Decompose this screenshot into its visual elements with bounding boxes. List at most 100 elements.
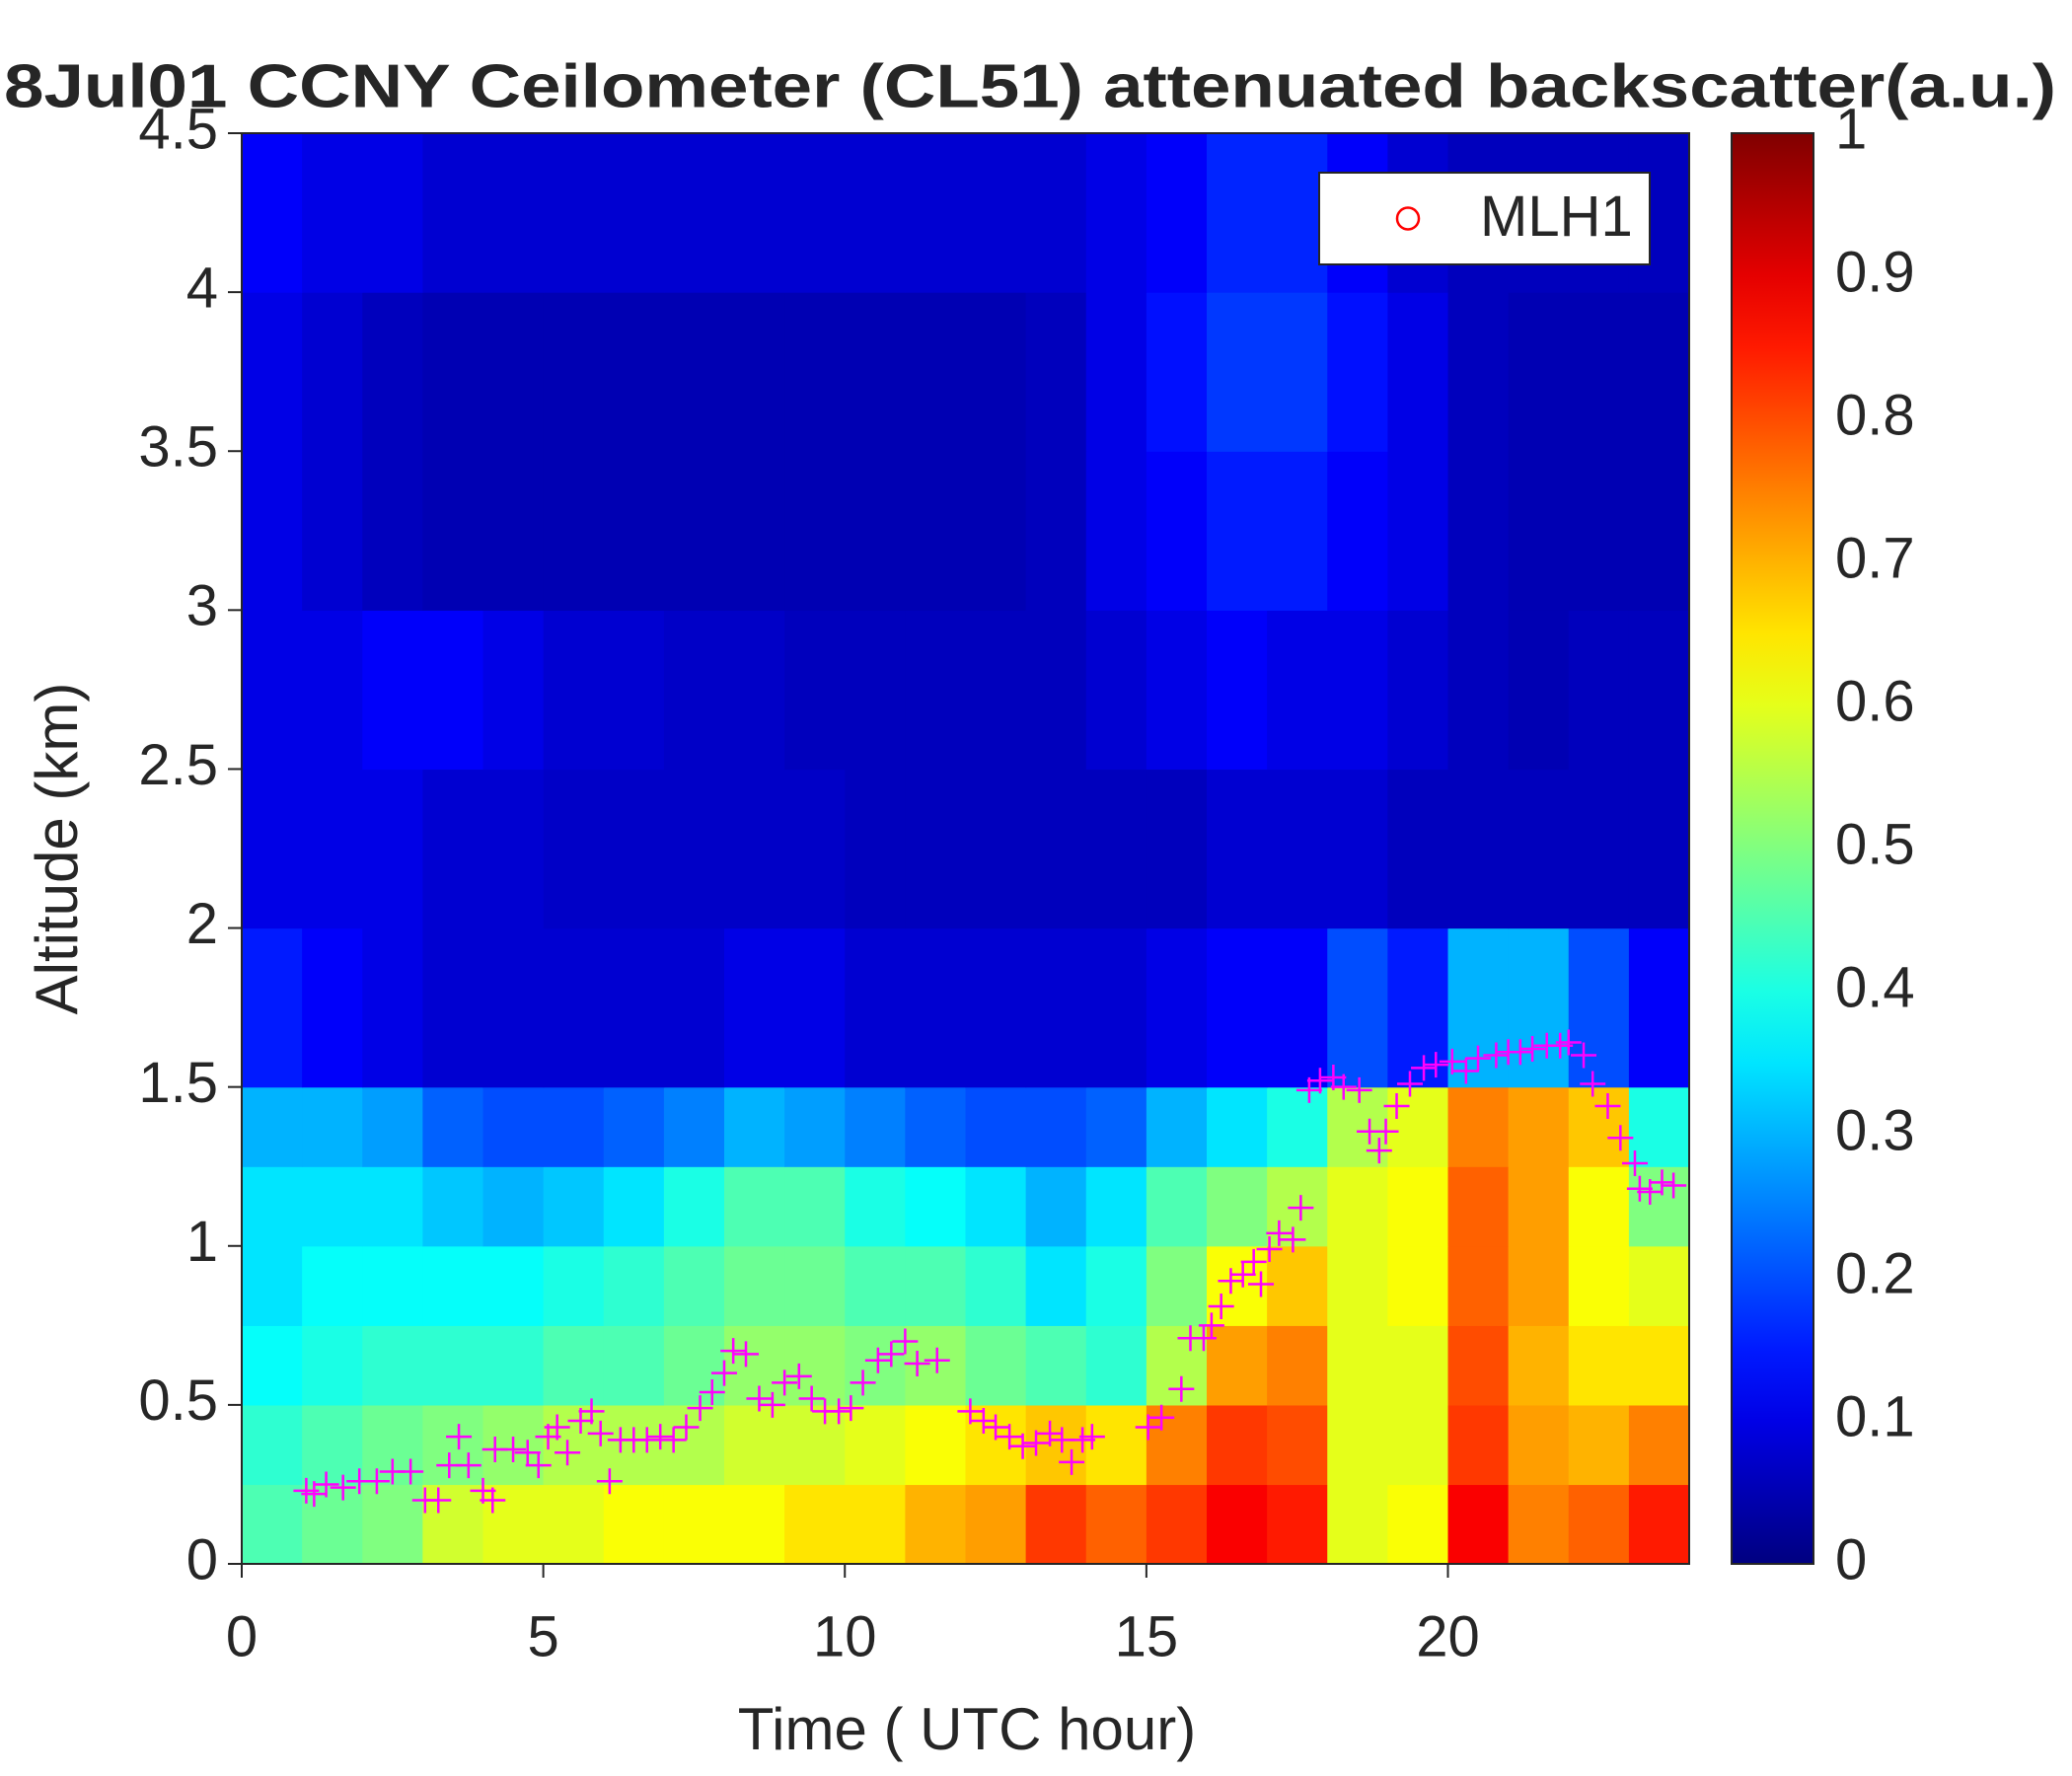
heatmap-cell — [663, 927, 725, 1088]
mlh-point — [1372, 1118, 1399, 1145]
y-tick-label: 4.5 — [138, 97, 218, 161]
heatmap-cell — [1207, 1484, 1268, 1564]
mlh-point — [1555, 1029, 1582, 1056]
heatmap-cell — [905, 1086, 967, 1167]
colorbar-tick-label: 0.4 — [1835, 955, 1915, 1019]
heatmap-cell — [302, 610, 363, 771]
heatmap-cell — [965, 1245, 1027, 1326]
heatmap — [242, 133, 1689, 1564]
mlh-point — [1023, 1430, 1050, 1456]
heatmap-cell — [1267, 769, 1328, 929]
mlh-point — [720, 1338, 747, 1365]
heatmap-cell — [1207, 1086, 1268, 1167]
heatmap-cell — [663, 292, 725, 452]
mlh-point — [633, 1427, 660, 1453]
heatmap-cell — [302, 292, 363, 452]
mlh-points — [293, 1029, 1687, 1514]
heatmap-cell — [724, 769, 785, 929]
heatmap-cell — [1387, 1404, 1449, 1486]
mlh-point — [313, 1471, 339, 1498]
heatmap-cell — [905, 133, 967, 293]
heatmap-cell — [1267, 292, 1328, 452]
heatmap-cell — [1387, 292, 1449, 452]
mlh-point — [997, 1424, 1023, 1450]
heatmap-cell — [1207, 927, 1268, 1088]
heatmap-cell — [784, 1325, 846, 1406]
legend-marker — [1395, 206, 1421, 231]
heatmap-cell — [1025, 610, 1087, 771]
mlh-point — [398, 1458, 424, 1485]
mlh-point — [1248, 1271, 1275, 1297]
x-tick-label: 10 — [813, 1604, 877, 1668]
heatmap-cell — [1267, 451, 1328, 611]
heatmap-cell — [845, 1245, 906, 1326]
heatmap-cell — [1327, 292, 1388, 452]
heatmap-cell — [1628, 451, 1689, 611]
heatmap-cell — [482, 133, 545, 293]
mlh-point — [798, 1385, 825, 1412]
heatmap-cell — [1267, 133, 1328, 293]
heatmap-cell — [1508, 1484, 1570, 1564]
mlh-point — [983, 1414, 1009, 1441]
heatmap-cell — [663, 1086, 725, 1167]
heatmap-cell — [1146, 1484, 1208, 1564]
mlh-point — [1078, 1424, 1105, 1450]
heatmap-cell — [1628, 292, 1689, 452]
mlh-point — [1594, 1093, 1621, 1119]
heatmap-cell — [543, 1245, 605, 1326]
heatmap-cell — [302, 451, 363, 611]
heatmap-cell — [422, 1484, 484, 1564]
mlh-point — [1168, 1375, 1195, 1402]
heatmap-cell — [1447, 1325, 1510, 1406]
colorbar — [1731, 132, 1814, 1565]
heatmap-cell — [242, 927, 303, 1088]
mlh-point — [1465, 1045, 1492, 1072]
heatmap-cell — [1327, 1484, 1388, 1564]
heatmap-cell — [845, 1166, 906, 1247]
heatmap-cell — [845, 769, 906, 929]
heatmap-cell — [302, 1484, 363, 1564]
heatmap-cell — [1628, 1325, 1689, 1406]
heatmap-cell — [1568, 610, 1630, 771]
heatmap-cell — [482, 292, 545, 452]
mlh-point — [1009, 1433, 1036, 1459]
heatmap-cell — [784, 1086, 846, 1167]
heatmap-cell — [965, 1086, 1027, 1167]
heatmap-cell — [543, 451, 605, 611]
mlh-point — [711, 1360, 737, 1386]
mlh-point — [1198, 1312, 1224, 1339]
mlh-point — [1507, 1039, 1533, 1066]
heatmap-cell — [905, 610, 967, 771]
heatmap-cell — [1568, 451, 1630, 611]
y-tick-label: 0 — [186, 1527, 218, 1591]
heatmap-cell — [663, 1166, 725, 1247]
heatmap-cell — [482, 769, 545, 929]
mlh-point — [1383, 1093, 1410, 1119]
mlh-point — [1519, 1036, 1546, 1062]
heatmap-cell — [242, 1484, 303, 1564]
heatmap-cell — [1628, 1245, 1689, 1326]
mlh-point — [970, 1408, 997, 1434]
heatmap-cell — [1628, 1086, 1689, 1167]
heatmap-cell — [1085, 451, 1147, 611]
heatmap-cell — [603, 1484, 665, 1564]
mlh-point — [1037, 1420, 1064, 1446]
heatmap-cell — [845, 1325, 906, 1406]
heatmap-cell — [905, 1325, 967, 1406]
heatmap-cell — [302, 1166, 363, 1247]
heatmap-cell — [362, 1484, 423, 1564]
heatmap-cell — [1327, 1325, 1388, 1406]
mlh-point — [1452, 1058, 1479, 1084]
y-tick-label: 1 — [186, 1210, 218, 1274]
heatmap-cell — [1207, 769, 1268, 929]
heatmap-cell — [724, 1166, 785, 1247]
mlh-point — [330, 1474, 356, 1501]
heatmap-cell — [1146, 1166, 1208, 1247]
heatmap-cell — [362, 1166, 423, 1247]
mlh-point — [1483, 1042, 1510, 1069]
heatmap-cell — [362, 1325, 423, 1406]
heatmap-cell — [965, 1325, 1027, 1406]
heatmap-cell — [663, 133, 725, 293]
mlh-point — [1208, 1294, 1234, 1319]
heatmap-cell — [965, 769, 1027, 929]
